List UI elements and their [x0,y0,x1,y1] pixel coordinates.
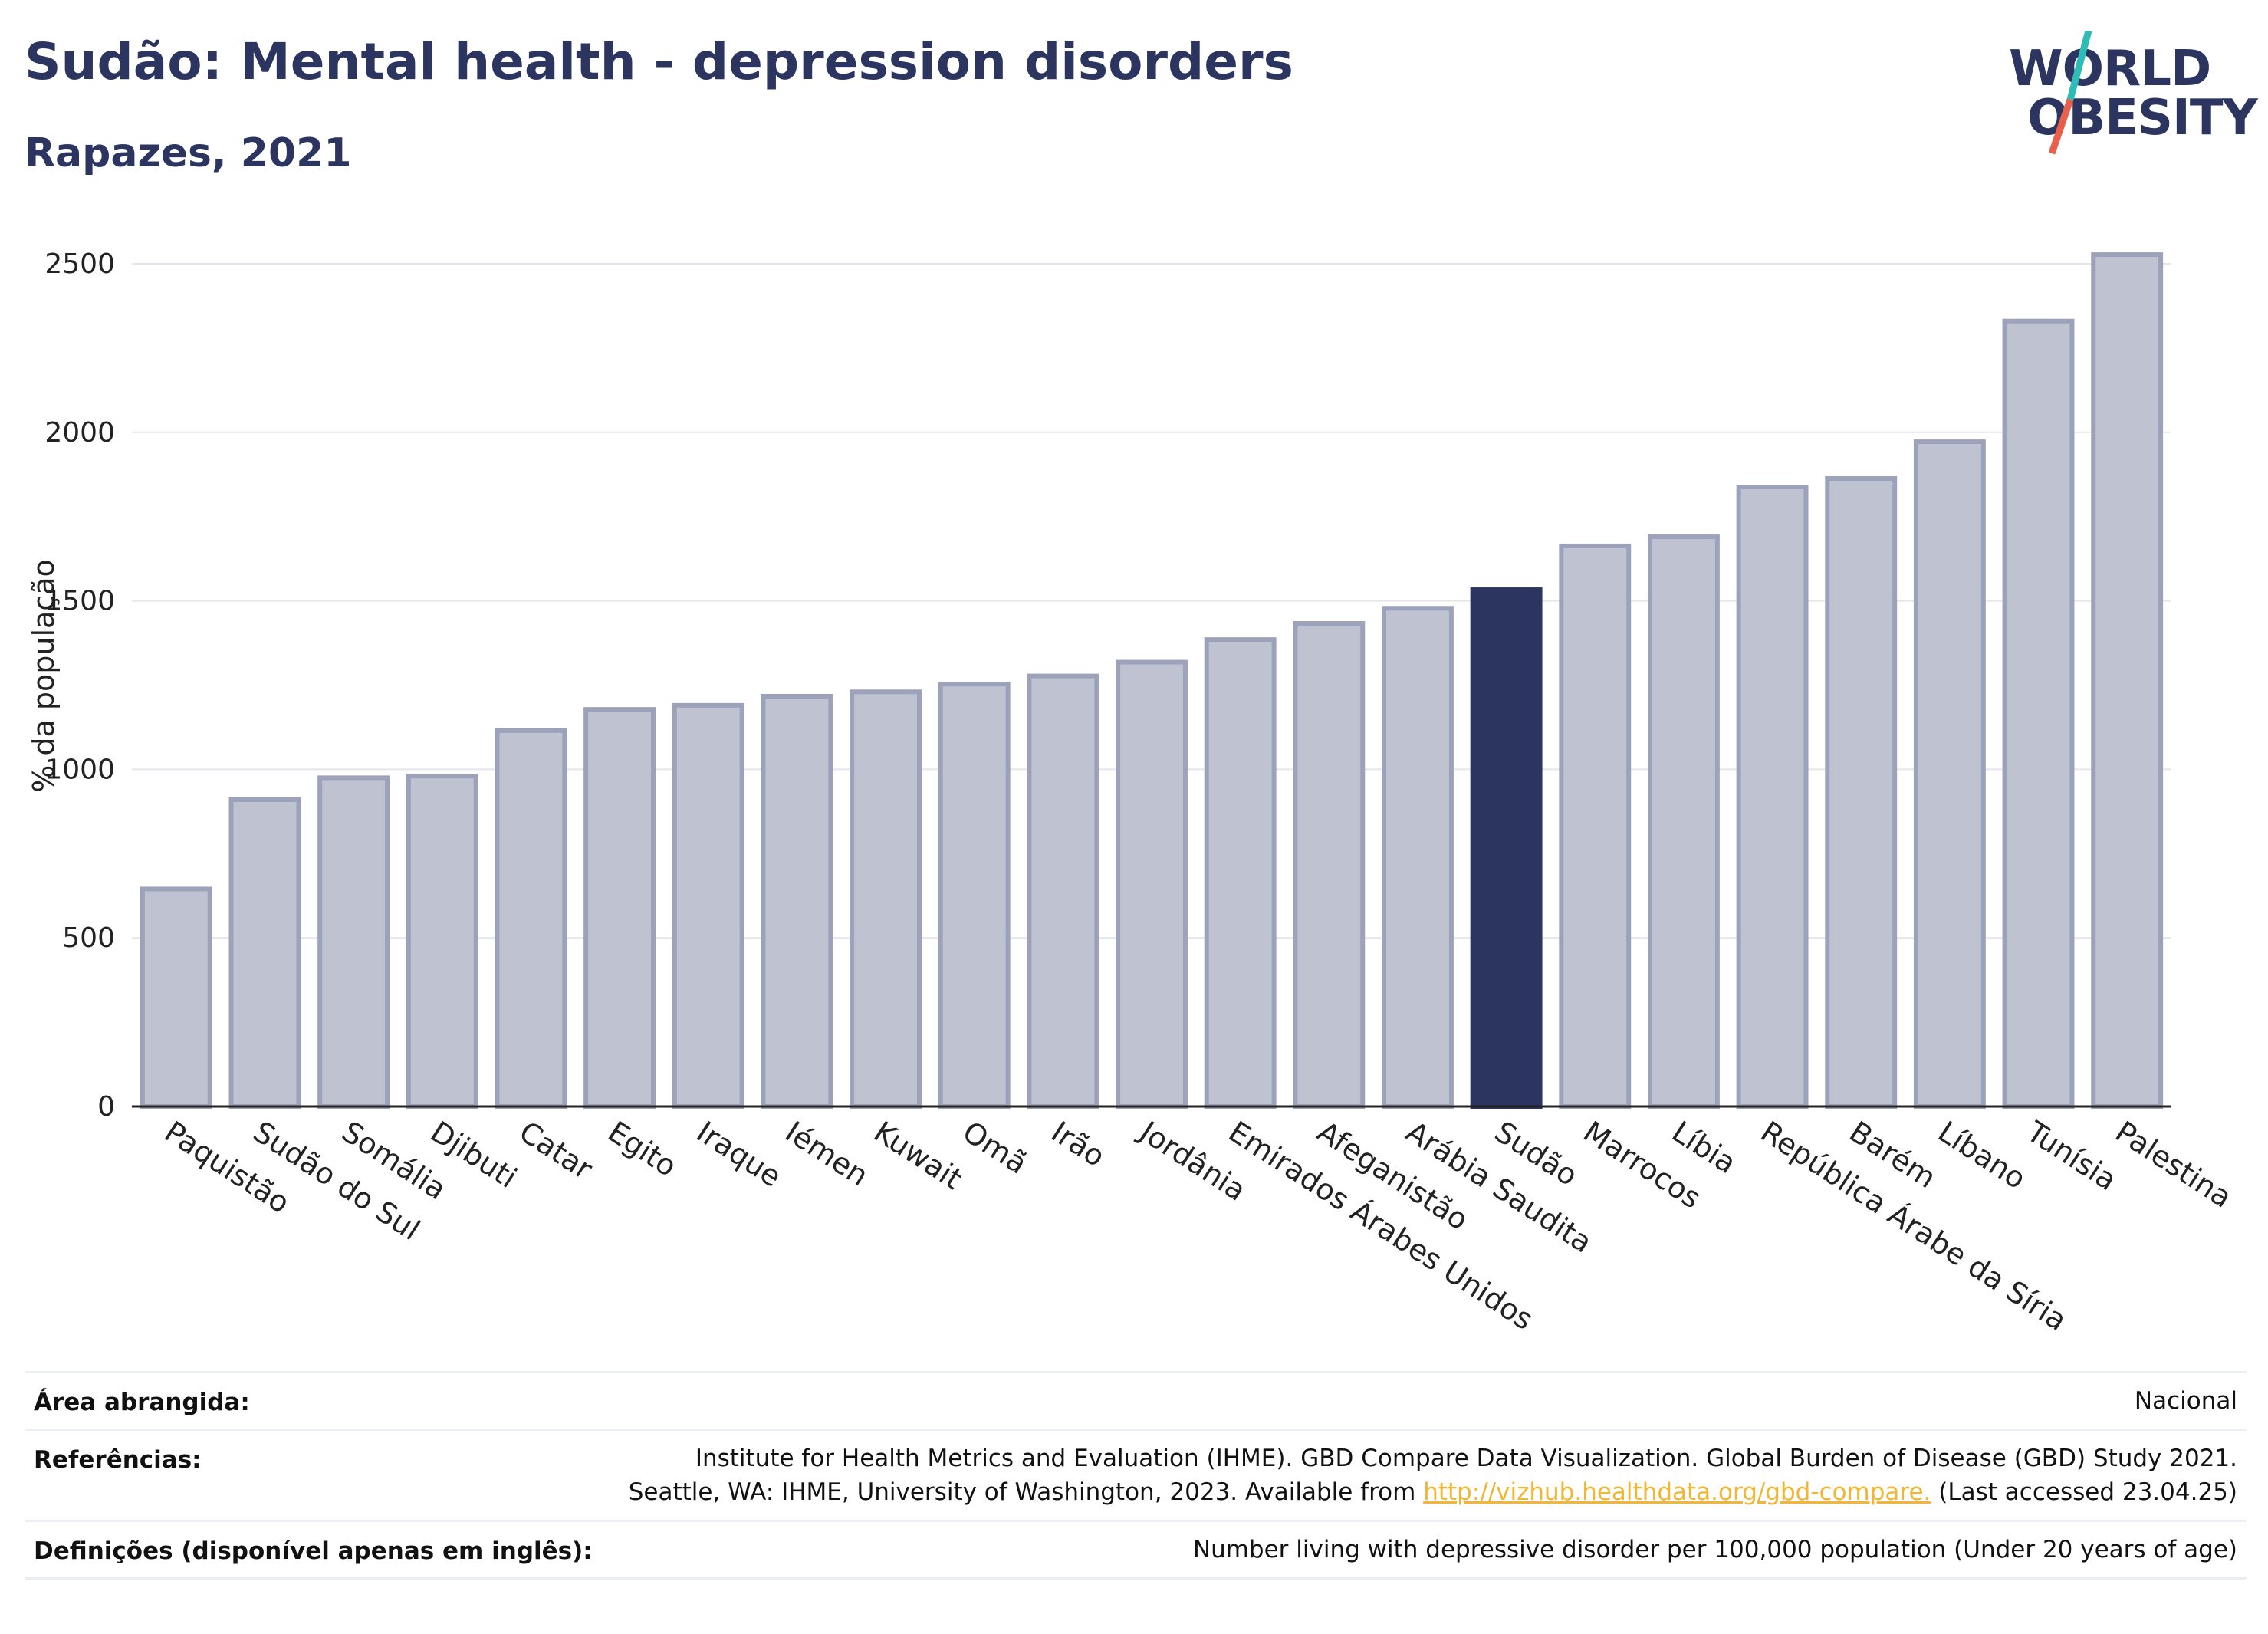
references-line2: Seattle, WA: IHME, University of Washing… [629,1475,2237,1509]
bar [495,728,567,1109]
definitions-value: Number living with depressive disorder p… [1192,1536,2237,1563]
x-tick-label: Irão [1045,1115,1111,1174]
y-tick-label: 2500 [44,248,115,280]
world-obesity-logo: WORLD OBESITY [1994,31,2258,169]
footer-row-area: Área abrangida: Nacional [25,1371,2247,1429]
x-tick-label: Tunísia [2020,1114,2123,1197]
bar [406,774,478,1110]
bar [317,775,390,1109]
x-tick-label: Iémen [779,1115,874,1193]
references-value: Institute for Health Metrics and Evaluat… [629,1442,2237,1509]
logo-line1: WORLD [2009,41,2211,97]
y-tick-label: 2000 [44,417,115,449]
footer-row-references: Referências: Institute for Health Metric… [25,1429,2247,1520]
logo-slash-icon [2048,31,2092,155]
bar [672,702,744,1109]
x-tick-label: Palestina [2109,1115,2237,1215]
page-title: Sudão: Mental health - depression disord… [25,32,1293,91]
footer-table: Área abrangida: Nacional Referências: In… [25,1371,2247,1580]
bar [228,797,301,1109]
bar [1204,637,1277,1109]
bar [850,689,922,1109]
bar [761,693,833,1109]
y-tick-label: 1000 [44,754,115,785]
references-label: Referências: [34,1446,202,1474]
area-label: Área abrangida: [34,1389,250,1416]
references-link[interactable]: http://vizhub.healthdata.org/gbd-compare… [1423,1478,1931,1506]
bar [1293,621,1366,1109]
references-line2-text: Seattle, WA: IHME, University of Washing… [628,1478,1424,1506]
footer-row-definitions: Definições (disponível apenas em inglês)… [25,1520,2247,1580]
x-tick-label: Kuwait [868,1115,968,1196]
references-line1: Institute for Health Metrics and Evaluat… [695,1445,2237,1472]
references-accessed: (Last accessed 23.04.25) [1931,1478,2237,1506]
bar [140,886,212,1110]
bar [1647,534,1720,1109]
bar [1382,606,1454,1109]
y-tick-label: 0 [97,1091,115,1123]
x-tick-label: Catar [514,1115,599,1187]
bar [938,682,1011,1109]
bar [2002,318,2075,1109]
x-tick-label: Líbano [1932,1115,2032,1196]
bar-chart: 0 500 1000 1500 2000 2500% da população Paquis… [27,248,2238,1337]
y-tick-label: 500 [62,922,115,954]
bar [1736,484,1809,1109]
x-tick-label: Iraque [691,1115,787,1194]
bar [1027,673,1099,1109]
y-tick-label: 1500 [44,586,115,617]
y-axis-label: % da população [27,559,61,793]
area-value: Nacional [2134,1387,2237,1415]
x-tick-label: Egito [602,1115,682,1184]
bar-highlight [1470,587,1543,1109]
bar [1116,659,1188,1109]
definitions-label: Definições (disponível apenas em inglês)… [34,1537,593,1565]
bar [583,707,656,1109]
bar [1913,439,1986,1109]
x-tick-label: Omã [957,1115,1034,1181]
bar [1825,475,1898,1109]
page-subtitle: Rapazes, 2021 [25,130,352,176]
bar [2091,252,2164,1109]
bar [1559,543,1632,1109]
